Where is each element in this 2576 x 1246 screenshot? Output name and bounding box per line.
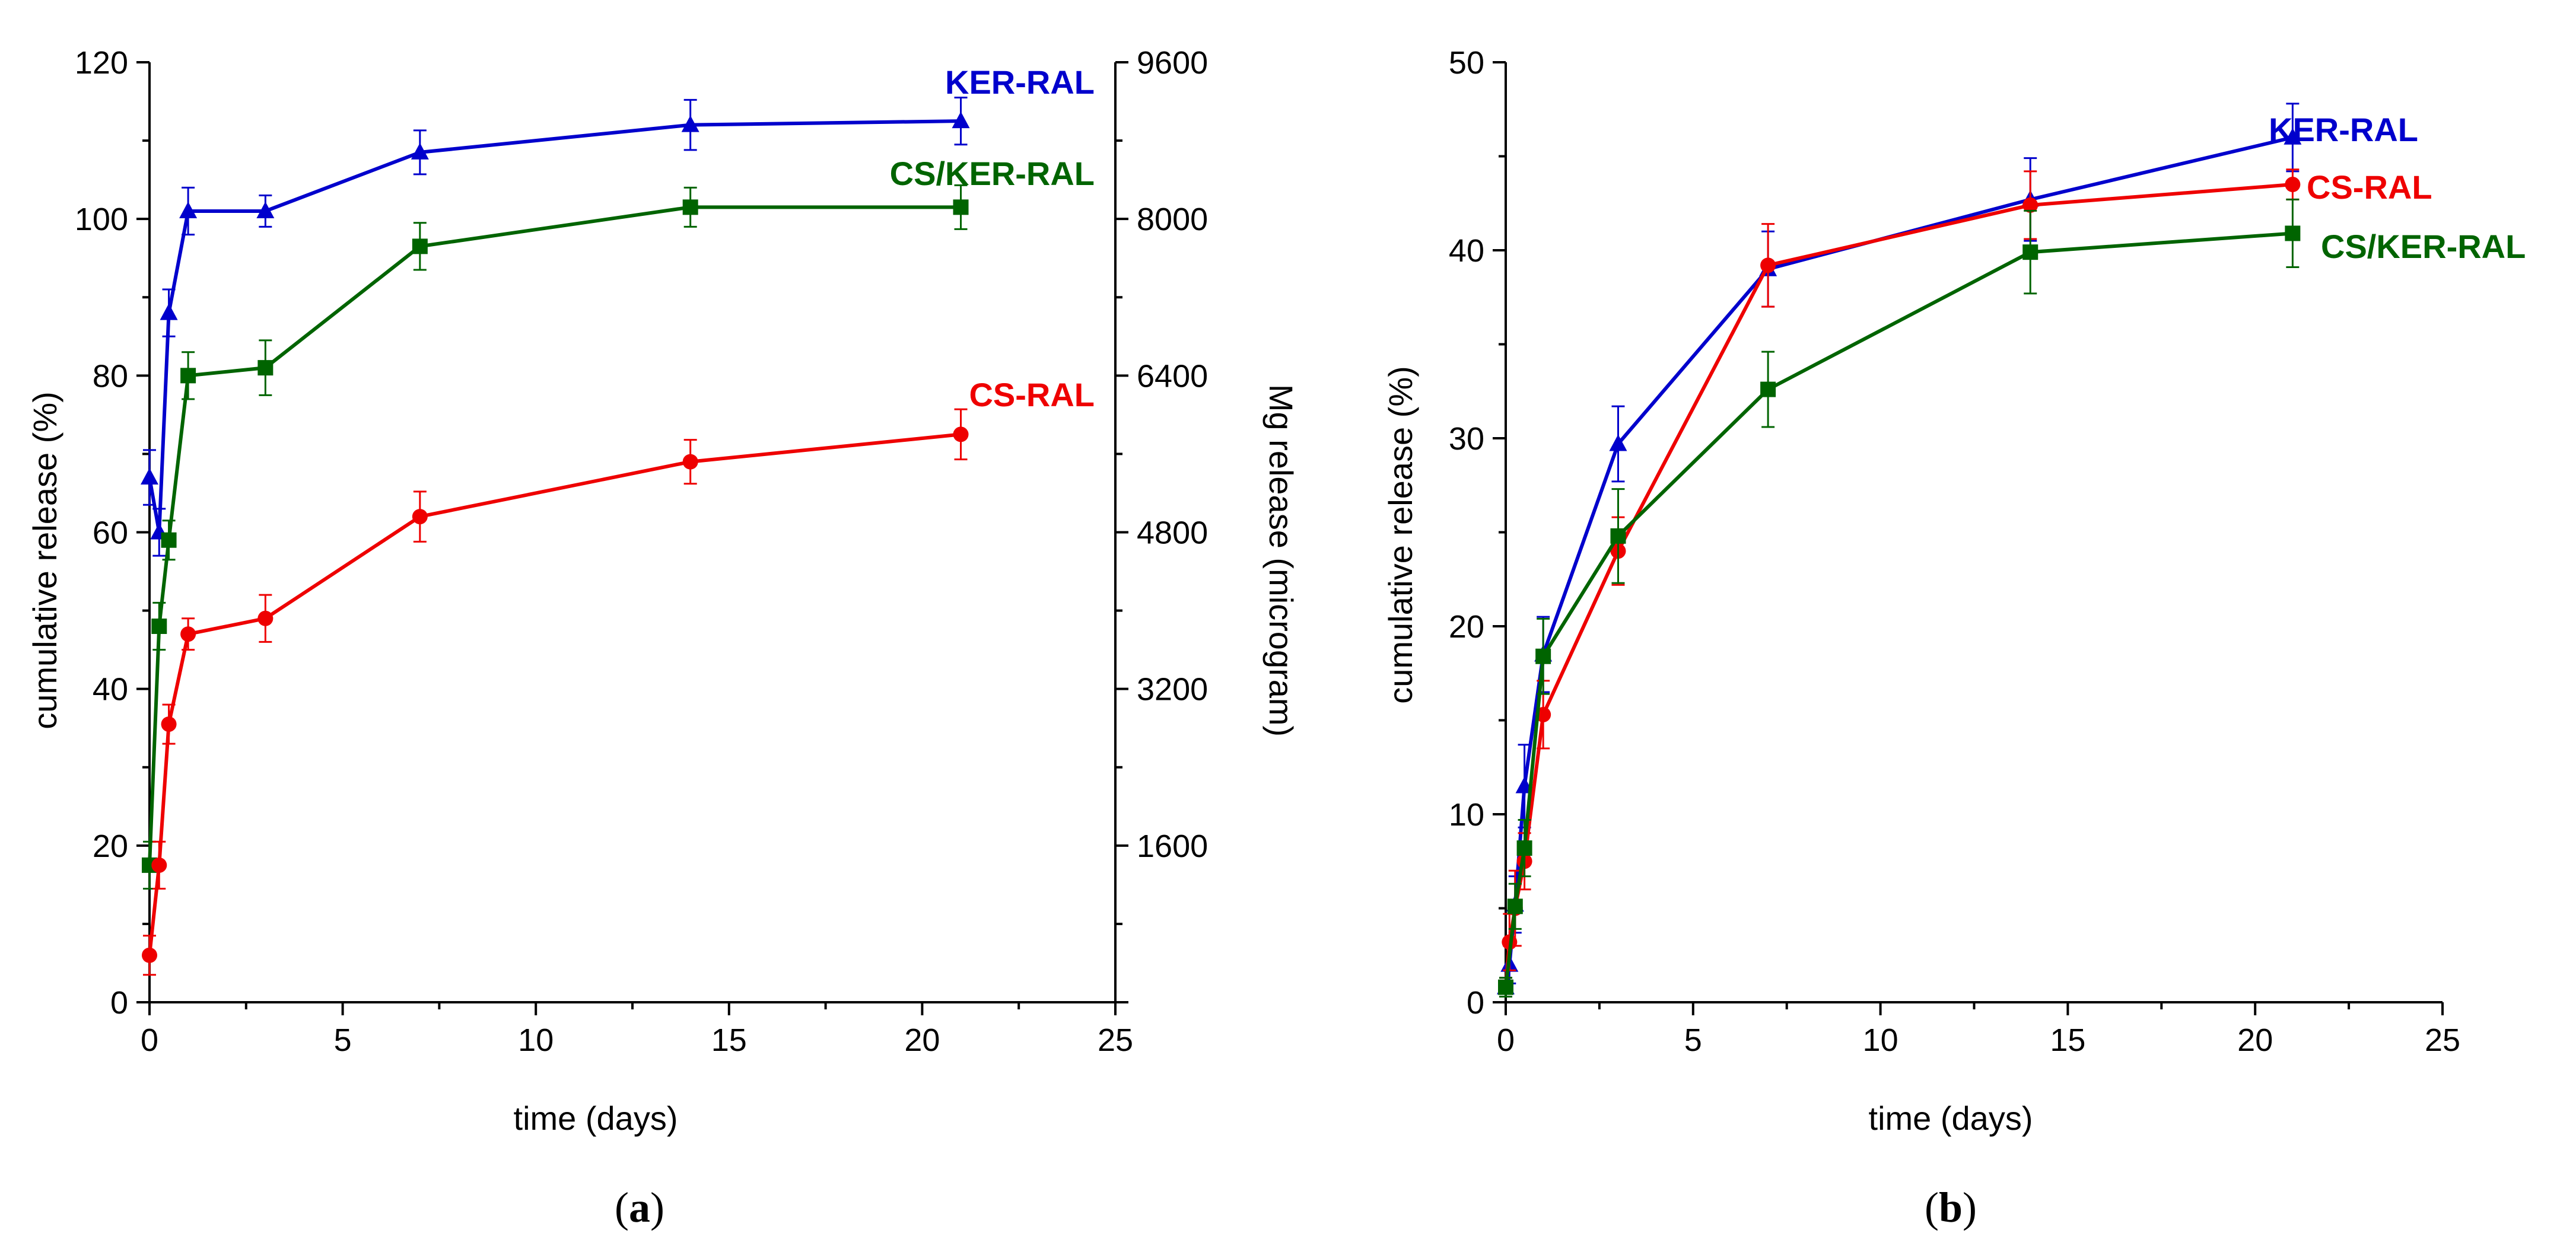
series-ker-ral-a bbox=[141, 96, 970, 557]
data-point bbox=[682, 199, 698, 215]
series-line bbox=[1504, 183, 2293, 987]
data-point bbox=[411, 142, 429, 160]
data-point bbox=[161, 716, 177, 732]
data-point bbox=[180, 368, 196, 384]
data-point bbox=[160, 303, 178, 320]
y-tick-label: 40 bbox=[93, 672, 128, 708]
data-point bbox=[1516, 840, 1532, 856]
chart-panel-b: 0 5 10 15 20 25 0 10 20 30 40 50 time (days) cumula… bbox=[1382, 45, 2526, 1231]
data-point bbox=[412, 509, 428, 525]
x-tick-label: 25 bbox=[2425, 1022, 2460, 1058]
series-label-ker-ral-a: KER-RAL bbox=[945, 63, 1095, 101]
y-tick-label: 0 bbox=[1467, 985, 1484, 1021]
data-point bbox=[180, 626, 196, 642]
data-point bbox=[953, 199, 969, 215]
chart-b-xlabel: time (days) bbox=[1869, 1100, 2033, 1137]
data-point bbox=[953, 426, 969, 442]
y-tick-label: 50 bbox=[1449, 45, 1484, 81]
y2-tick-label: 4800 bbox=[1137, 515, 1208, 551]
data-point bbox=[1760, 257, 1776, 273]
chart-panel-a: 0 5 10 15 20 25 0 20 40 60 80 100 120 1600 3200 4800 640… bbox=[26, 45, 1300, 1231]
data-point bbox=[151, 619, 167, 634]
data-point bbox=[179, 201, 198, 218]
chart-a-ylabel: cumulative release (%) bbox=[26, 391, 63, 729]
panel-caption-b-letter: b bbox=[1939, 1184, 1963, 1231]
data-point bbox=[1507, 898, 1523, 914]
data-point bbox=[952, 111, 970, 129]
chart-a-marks: 0 5 10 15 20 25 0 20 40 60 80 100 120 1600 3200 4800 640… bbox=[75, 45, 1208, 1058]
series-label-cs-ral-b: CS-RAL bbox=[2307, 168, 2432, 206]
x-tick-label: 15 bbox=[711, 1022, 747, 1058]
y-tick-label: 0 bbox=[110, 985, 128, 1021]
data-point bbox=[257, 610, 273, 626]
series-cs-ker-ral-b bbox=[1498, 198, 2301, 998]
series-label-ker-ral-b: KER-RAL bbox=[2269, 111, 2418, 148]
x-tick-label: 25 bbox=[1098, 1022, 1133, 1058]
y-tick-label: 100 bbox=[75, 202, 128, 237]
data-point bbox=[1498, 979, 1513, 995]
y-tick-label: 30 bbox=[1449, 421, 1484, 457]
data-point bbox=[256, 201, 275, 218]
data-point bbox=[2022, 244, 2038, 260]
y2-tick-label: 9600 bbox=[1137, 45, 1208, 81]
data-point bbox=[412, 238, 428, 254]
data-point bbox=[151, 857, 167, 873]
series-line bbox=[148, 432, 961, 956]
chart-b-marks: 0 5 10 15 20 25 0 10 20 30 40 50 bbox=[1449, 45, 2460, 1058]
x-tick-label: 0 bbox=[141, 1022, 158, 1058]
series-cs-ker-ral-a bbox=[142, 184, 969, 890]
x-tick-label: 10 bbox=[1863, 1022, 1898, 1058]
series-cs-ral-a bbox=[142, 408, 969, 976]
data-point bbox=[1610, 528, 1626, 544]
y-tick-label: 10 bbox=[1449, 797, 1484, 833]
x-tick-label: 20 bbox=[904, 1022, 940, 1058]
data-point bbox=[1609, 434, 1627, 451]
y-tick-label: 20 bbox=[1449, 609, 1484, 645]
x-tick-label: 0 bbox=[1497, 1022, 1515, 1058]
data-point bbox=[1760, 381, 1776, 397]
data-point bbox=[681, 115, 699, 132]
data-point bbox=[1535, 648, 1551, 664]
y2-tick-label: 1600 bbox=[1137, 828, 1208, 864]
x-tick-label: 5 bbox=[1684, 1022, 1702, 1058]
y-tick-label: 20 bbox=[93, 828, 128, 864]
panel-caption-a: (a) bbox=[615, 1184, 664, 1231]
x-tick-label: 10 bbox=[518, 1022, 554, 1058]
x-tick-label: 15 bbox=[2050, 1022, 2085, 1058]
data-point bbox=[682, 454, 698, 470]
data-point bbox=[2285, 177, 2301, 193]
panel-caption-b: (b) bbox=[1925, 1184, 1977, 1231]
data-point bbox=[161, 532, 177, 548]
x-tick-label: 20 bbox=[2237, 1022, 2273, 1058]
y2-tick-label: 6400 bbox=[1137, 358, 1208, 394]
y-tick-label: 120 bbox=[75, 45, 128, 81]
data-point bbox=[2285, 225, 2301, 241]
series-label-cs-ker-ral-a: CS/KER-RAL bbox=[890, 155, 1095, 192]
y-tick-label: 60 bbox=[93, 515, 128, 551]
data-point bbox=[2022, 197, 2038, 213]
y-tick-label: 40 bbox=[1449, 233, 1484, 269]
series-line bbox=[148, 205, 961, 865]
panel-caption-a-letter: a bbox=[629, 1184, 650, 1231]
data-point bbox=[2284, 128, 2302, 145]
x-tick-label: 5 bbox=[334, 1022, 352, 1058]
data-point bbox=[142, 947, 157, 963]
series-line bbox=[1504, 135, 2294, 988]
series-label-cs-ral-a: CS-RAL bbox=[969, 376, 1095, 413]
series-label-cs-ker-ral-b: CS/KER-RAL bbox=[2321, 228, 2526, 265]
chart-a-xlabel: time (days) bbox=[514, 1100, 678, 1137]
data-point bbox=[257, 360, 273, 376]
chart-a-y2label: Mg release (microgram) bbox=[1262, 384, 1300, 737]
series-line bbox=[148, 119, 961, 534]
series-line bbox=[1504, 231, 2293, 987]
y-tick-label: 80 bbox=[93, 358, 128, 394]
y2-tick-label: 3200 bbox=[1137, 672, 1208, 708]
data-point bbox=[141, 468, 158, 485]
chart-b-ylabel: cumulative release (%) bbox=[1382, 366, 1419, 704]
y2-tick-label: 8000 bbox=[1137, 202, 1208, 237]
